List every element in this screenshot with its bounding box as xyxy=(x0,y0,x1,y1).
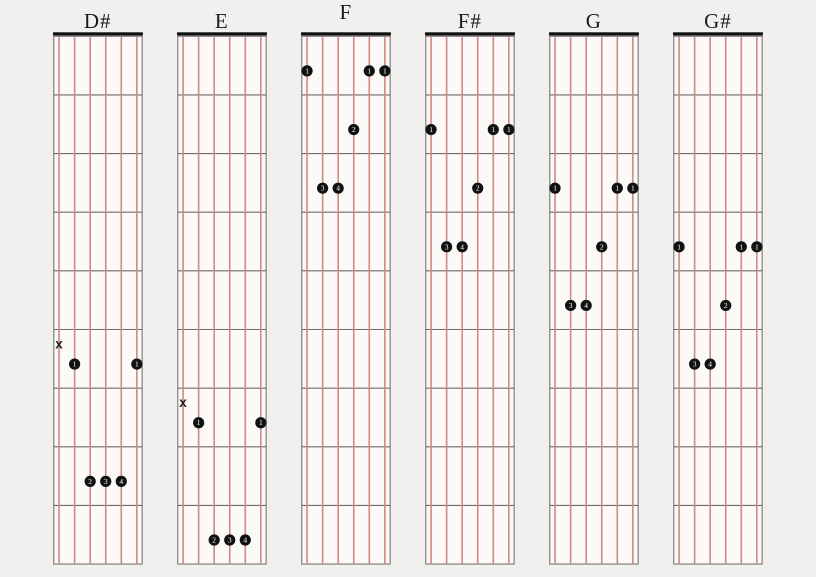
svg-text:3: 3 xyxy=(569,301,573,310)
svg-text:3: 3 xyxy=(321,184,325,193)
svg-text:3: 3 xyxy=(445,242,449,251)
svg-text:2: 2 xyxy=(352,125,356,134)
svg-text:4: 4 xyxy=(119,477,123,486)
svg-text:1: 1 xyxy=(367,66,371,75)
svg-text:x: x xyxy=(55,337,63,352)
svg-text:1: 1 xyxy=(259,418,263,427)
svg-text:1: 1 xyxy=(677,242,681,251)
svg-text:1: 1 xyxy=(507,125,511,134)
svg-text:1: 1 xyxy=(755,242,759,251)
svg-text:2: 2 xyxy=(600,242,604,251)
svg-text:3: 3 xyxy=(228,536,232,545)
svg-text:2: 2 xyxy=(88,477,92,486)
svg-text:1: 1 xyxy=(491,125,495,134)
svg-text:1: 1 xyxy=(72,360,76,369)
svg-text:1: 1 xyxy=(197,418,201,427)
svg-text:1: 1 xyxy=(305,66,309,75)
svg-text:3: 3 xyxy=(693,360,697,369)
svg-text:1: 1 xyxy=(553,184,557,193)
svg-text:4: 4 xyxy=(460,242,464,251)
svg-text:1: 1 xyxy=(135,360,139,369)
svg-text:4: 4 xyxy=(336,184,340,193)
svg-text:2: 2 xyxy=(212,536,216,545)
svg-text:2: 2 xyxy=(476,184,480,193)
svg-text:3: 3 xyxy=(104,477,108,486)
svg-text:4: 4 xyxy=(243,536,247,545)
svg-text:x: x xyxy=(179,395,187,410)
svg-text:1: 1 xyxy=(739,242,743,251)
svg-text:4: 4 xyxy=(584,301,588,310)
svg-text:4: 4 xyxy=(708,360,712,369)
svg-text:1: 1 xyxy=(615,184,619,193)
svg-text:1: 1 xyxy=(429,125,433,134)
svg-text:2: 2 xyxy=(724,301,728,310)
svg-text:1: 1 xyxy=(383,66,387,75)
svg-text:1: 1 xyxy=(631,184,635,193)
